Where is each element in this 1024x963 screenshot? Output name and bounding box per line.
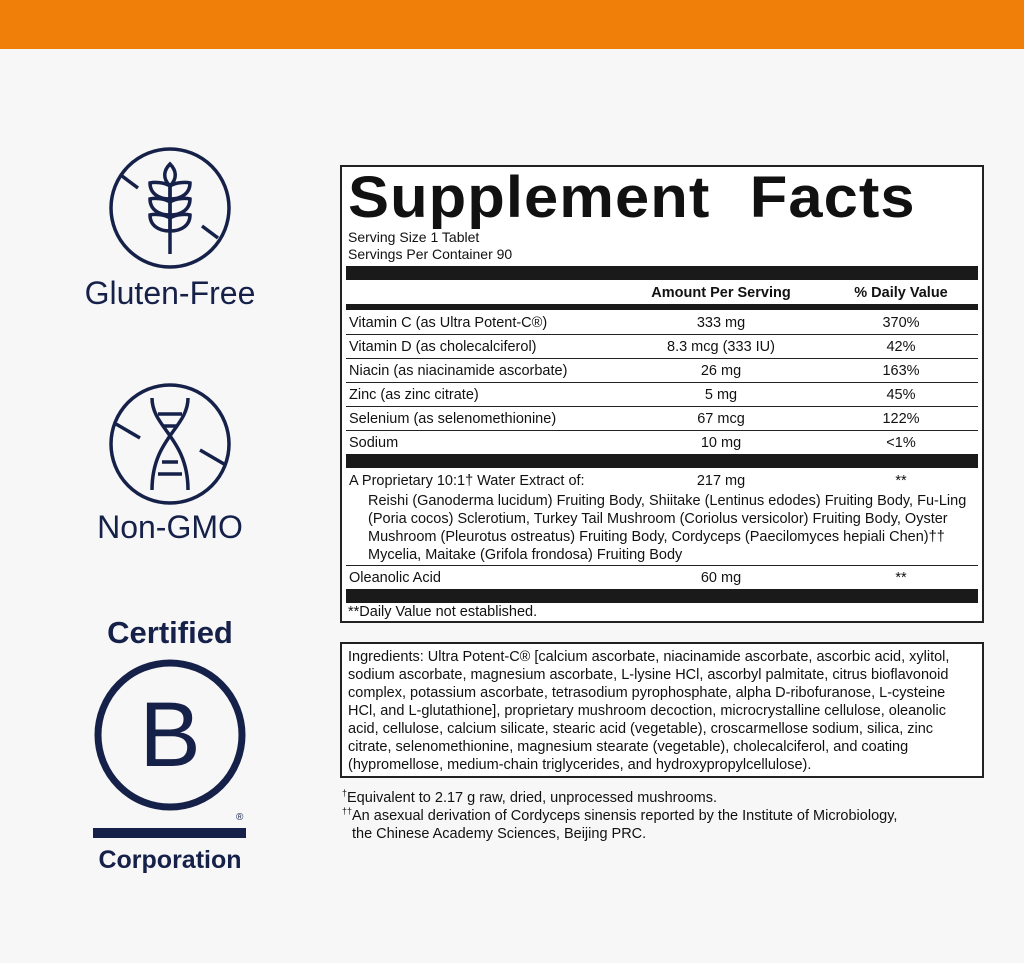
b-letter: B [139,684,200,786]
bcorp-corporation-label: Corporation [98,846,242,874]
nutrient-dv: 122% [882,411,920,427]
thick-divider [346,266,978,280]
oleanolic-row: Oleanolic Acid 60 mg ** [346,565,978,589]
footnote-1: †Equivalent to 2.17 g raw, dried, unproc… [342,788,717,806]
ingredients-box: Ingredients: Ultra Potent-C® [calcium as… [340,642,984,778]
nutrient-dv: <1% [886,435,916,451]
thick-divider [346,454,978,468]
nutrient-amount: 333 mg [696,315,746,331]
proprietary-row: A Proprietary 10:1† Water Extract of: 21… [346,469,978,491]
oleanolic-name: Oleanolic Acid [349,570,441,586]
medium-divider [346,304,978,310]
nutrient-row: Niacin (as niacinamide ascorbate) 26 mg 16… [346,359,978,383]
nutrient-row: Vitamin C (as Ultra Potent-C®) 333 mg 370% [346,311,978,335]
nutrient-name: Sodium [349,435,399,451]
nutrient-row: Selenium (as selenomethionine) 67 mcg 122% [346,407,978,431]
thick-divider [346,589,978,603]
nutrient-amount: 8.3 mcg (333 IU) [667,339,775,355]
proprietary-name: A Proprietary 10:1† Water Extract of: [349,473,585,489]
dv-footnote: **Daily Value not established. [348,604,538,620]
proprietary-dv: ** [895,473,907,489]
nutrient-dv: 45% [886,387,916,403]
nutrient-row: Vitamin D (as cholecalciferol) 8.3 mcg (3… [346,335,978,359]
nutrient-dv: 42% [886,339,916,355]
bcorp-certified-label: Certified [107,615,233,650]
footnote-2-cont: the Chinese Academy Sciences, Beijing PR… [352,826,647,842]
nutrient-amount: 10 mg [700,435,742,451]
proprietary-amount: 217 mg [696,473,746,489]
non-gmo-dna-icon [109,383,231,505]
nutrient-dv: 370% [882,315,920,331]
nutrient-name: Niacin (as niacinamide ascorbate) [349,363,568,379]
gluten-free-icon [109,147,231,269]
header-row: Amount Per Serving % Daily Value [346,281,978,305]
supplement-facts-panel: Supplement Facts Serving Size 1 Tablet S… [340,165,984,623]
nutrient-name: Zinc (as zinc citrate) [349,387,479,403]
nutrient-name: Selenium (as selenomethionine) [349,411,557,427]
oleanolic-amount: 60 mg [700,570,742,586]
serving-size: Serving Size 1 Tablet [348,229,480,245]
nutrient-dv: 163% [882,363,920,379]
amount-header: Amount Per Serving [651,285,791,301]
nutrient-amount: 5 mg [704,387,738,403]
non-gmo-label: Non-GMO [97,509,243,545]
registered-mark: ® [236,812,244,823]
nutrient-row: Sodium 10 mg <1% [346,431,978,455]
proprietary-description: Reishi (Ganoderma lucidum) Fruiting Body… [368,493,967,563]
nutrient-amount: 67 mcg [697,411,745,427]
b-corp-logo-icon: B [94,659,246,811]
footnote-2: ††An asexual derivation of Cordyceps sin… [342,806,898,824]
nutrient-name: Vitamin D (as cholecalciferol) [349,339,537,355]
top-accent-bar [0,0,1024,49]
servings-per-container: Servings Per Container 90 [348,246,513,262]
nutrient-row: Zinc (as zinc citrate) 5 mg 45% [346,383,978,407]
nutrient-name: Vitamin C (as Ultra Potent-C®) [349,315,548,331]
dv-header: % Daily Value [854,285,948,301]
bcorp-bar [93,828,246,838]
facts-title: Supplement Facts [348,165,916,230]
nutrient-amount: 26 mg [700,363,742,379]
gluten-free-label: Gluten-Free [84,275,256,311]
oleanolic-dv: ** [895,570,907,586]
